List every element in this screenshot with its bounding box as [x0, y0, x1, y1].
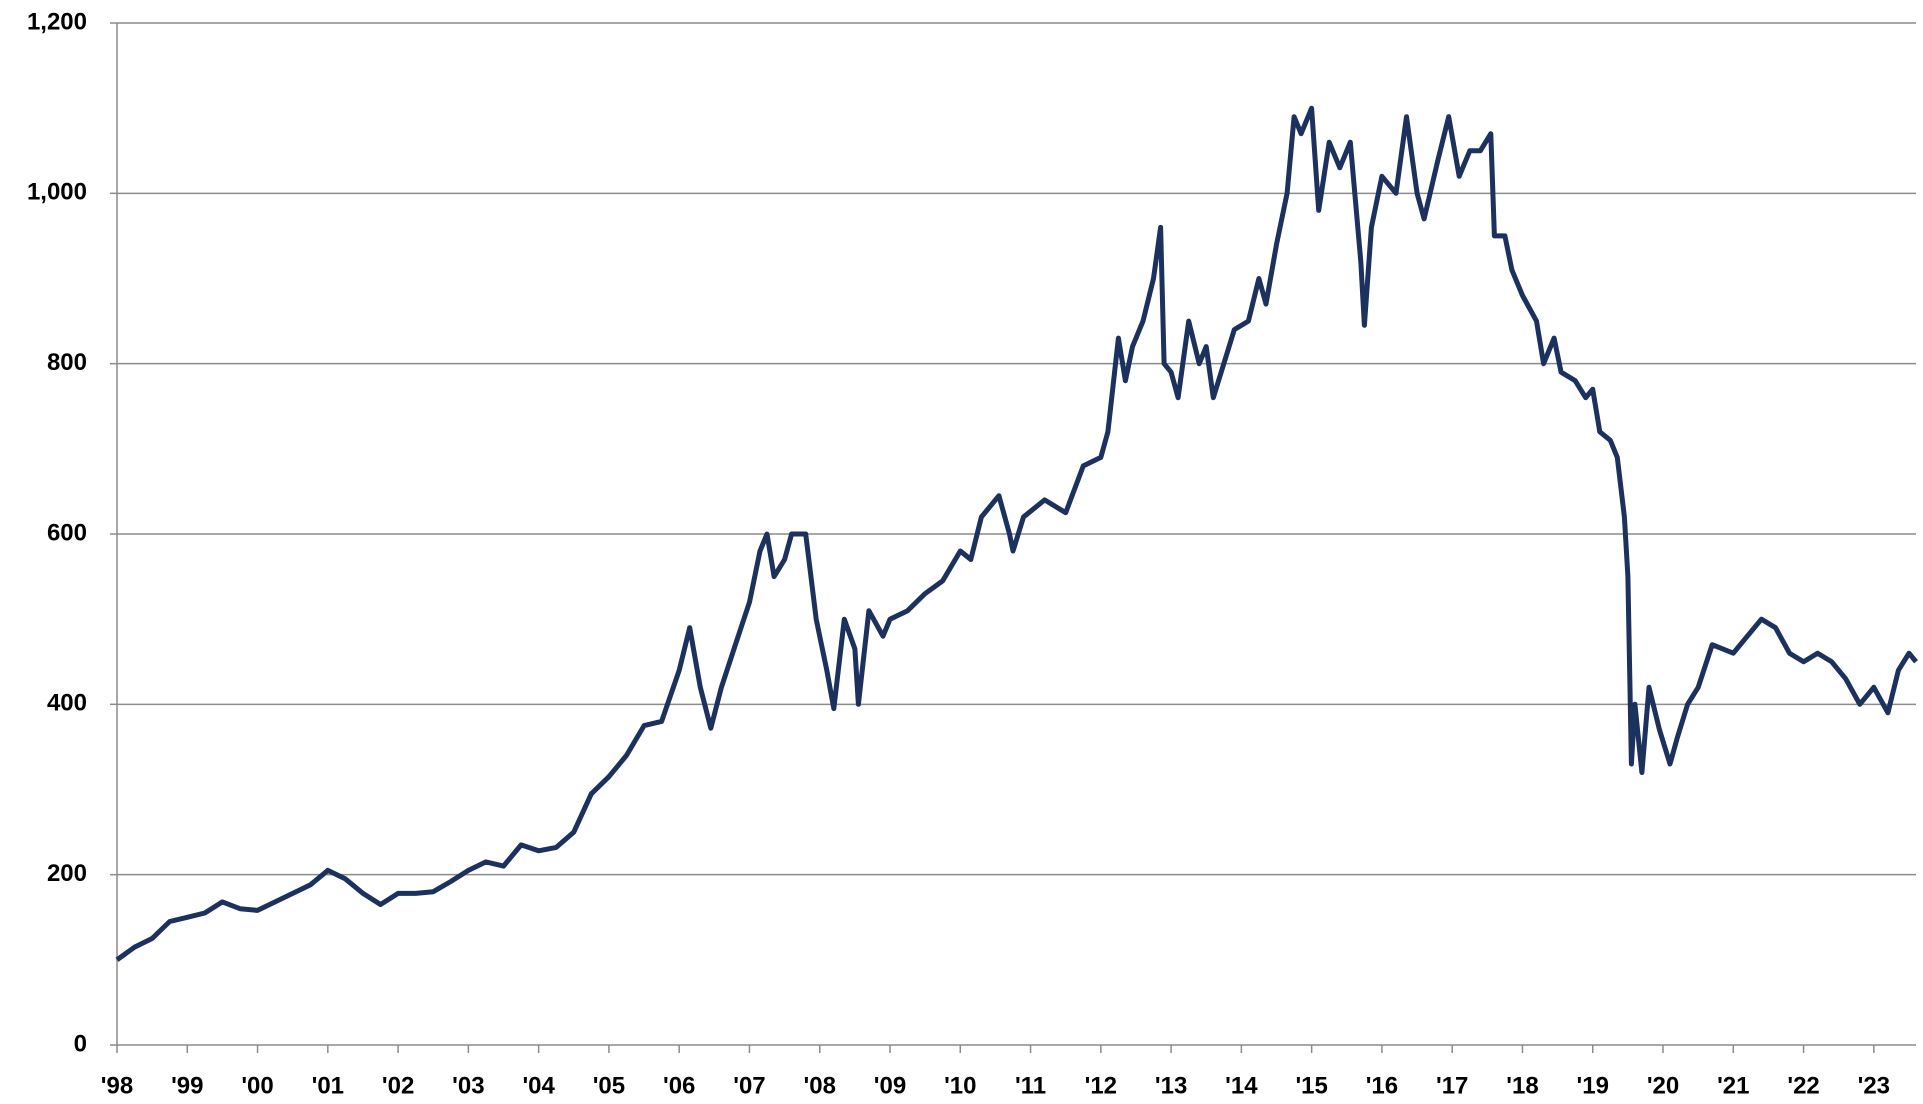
x-tick-label: '99 [171, 1072, 203, 1099]
x-tick-label: '12 [1085, 1072, 1117, 1099]
x-tick-label: '06 [663, 1072, 695, 1099]
x-tick-label: '08 [804, 1072, 836, 1099]
x-tick-label: '14 [1225, 1072, 1258, 1099]
y-tick-label: 600 [47, 519, 87, 546]
x-tick-label: '15 [1295, 1072, 1327, 1099]
x-tick-label: '98 [101, 1072, 133, 1099]
x-tick-label: '17 [1436, 1072, 1468, 1099]
x-tick-label: '23 [1858, 1072, 1890, 1099]
x-tick-label: '00 [241, 1072, 273, 1099]
y-tick-label: 0 [74, 1030, 87, 1057]
x-tick-label: '04 [522, 1072, 555, 1099]
x-tick-label: '18 [1506, 1072, 1538, 1099]
x-tick-label: '05 [593, 1072, 625, 1099]
x-tick-label: '10 [944, 1072, 976, 1099]
y-tick-label: 400 [47, 690, 87, 717]
x-tick-label: '19 [1577, 1072, 1609, 1099]
x-tick-label: '22 [1787, 1072, 1819, 1099]
x-tick-label: '20 [1647, 1072, 1679, 1099]
x-tick-label: '16 [1366, 1072, 1398, 1099]
x-tick-label: '01 [312, 1072, 344, 1099]
x-tick-label: '02 [382, 1072, 414, 1099]
x-tick-label: '11 [1015, 1072, 1046, 1099]
y-tick-label: 1,000 [27, 179, 87, 206]
x-tick-label: '09 [874, 1072, 906, 1099]
x-tick-label: '03 [452, 1072, 484, 1099]
x-tick-label: '13 [1155, 1072, 1187, 1099]
y-tick-label: 1,200 [27, 8, 87, 35]
x-tick-label: '21 [1717, 1072, 1749, 1099]
y-tick-label: 200 [47, 860, 87, 887]
y-tick-label: 800 [47, 349, 87, 376]
x-tick-label: '07 [733, 1072, 765, 1099]
line-series [115, 105, 1918, 962]
